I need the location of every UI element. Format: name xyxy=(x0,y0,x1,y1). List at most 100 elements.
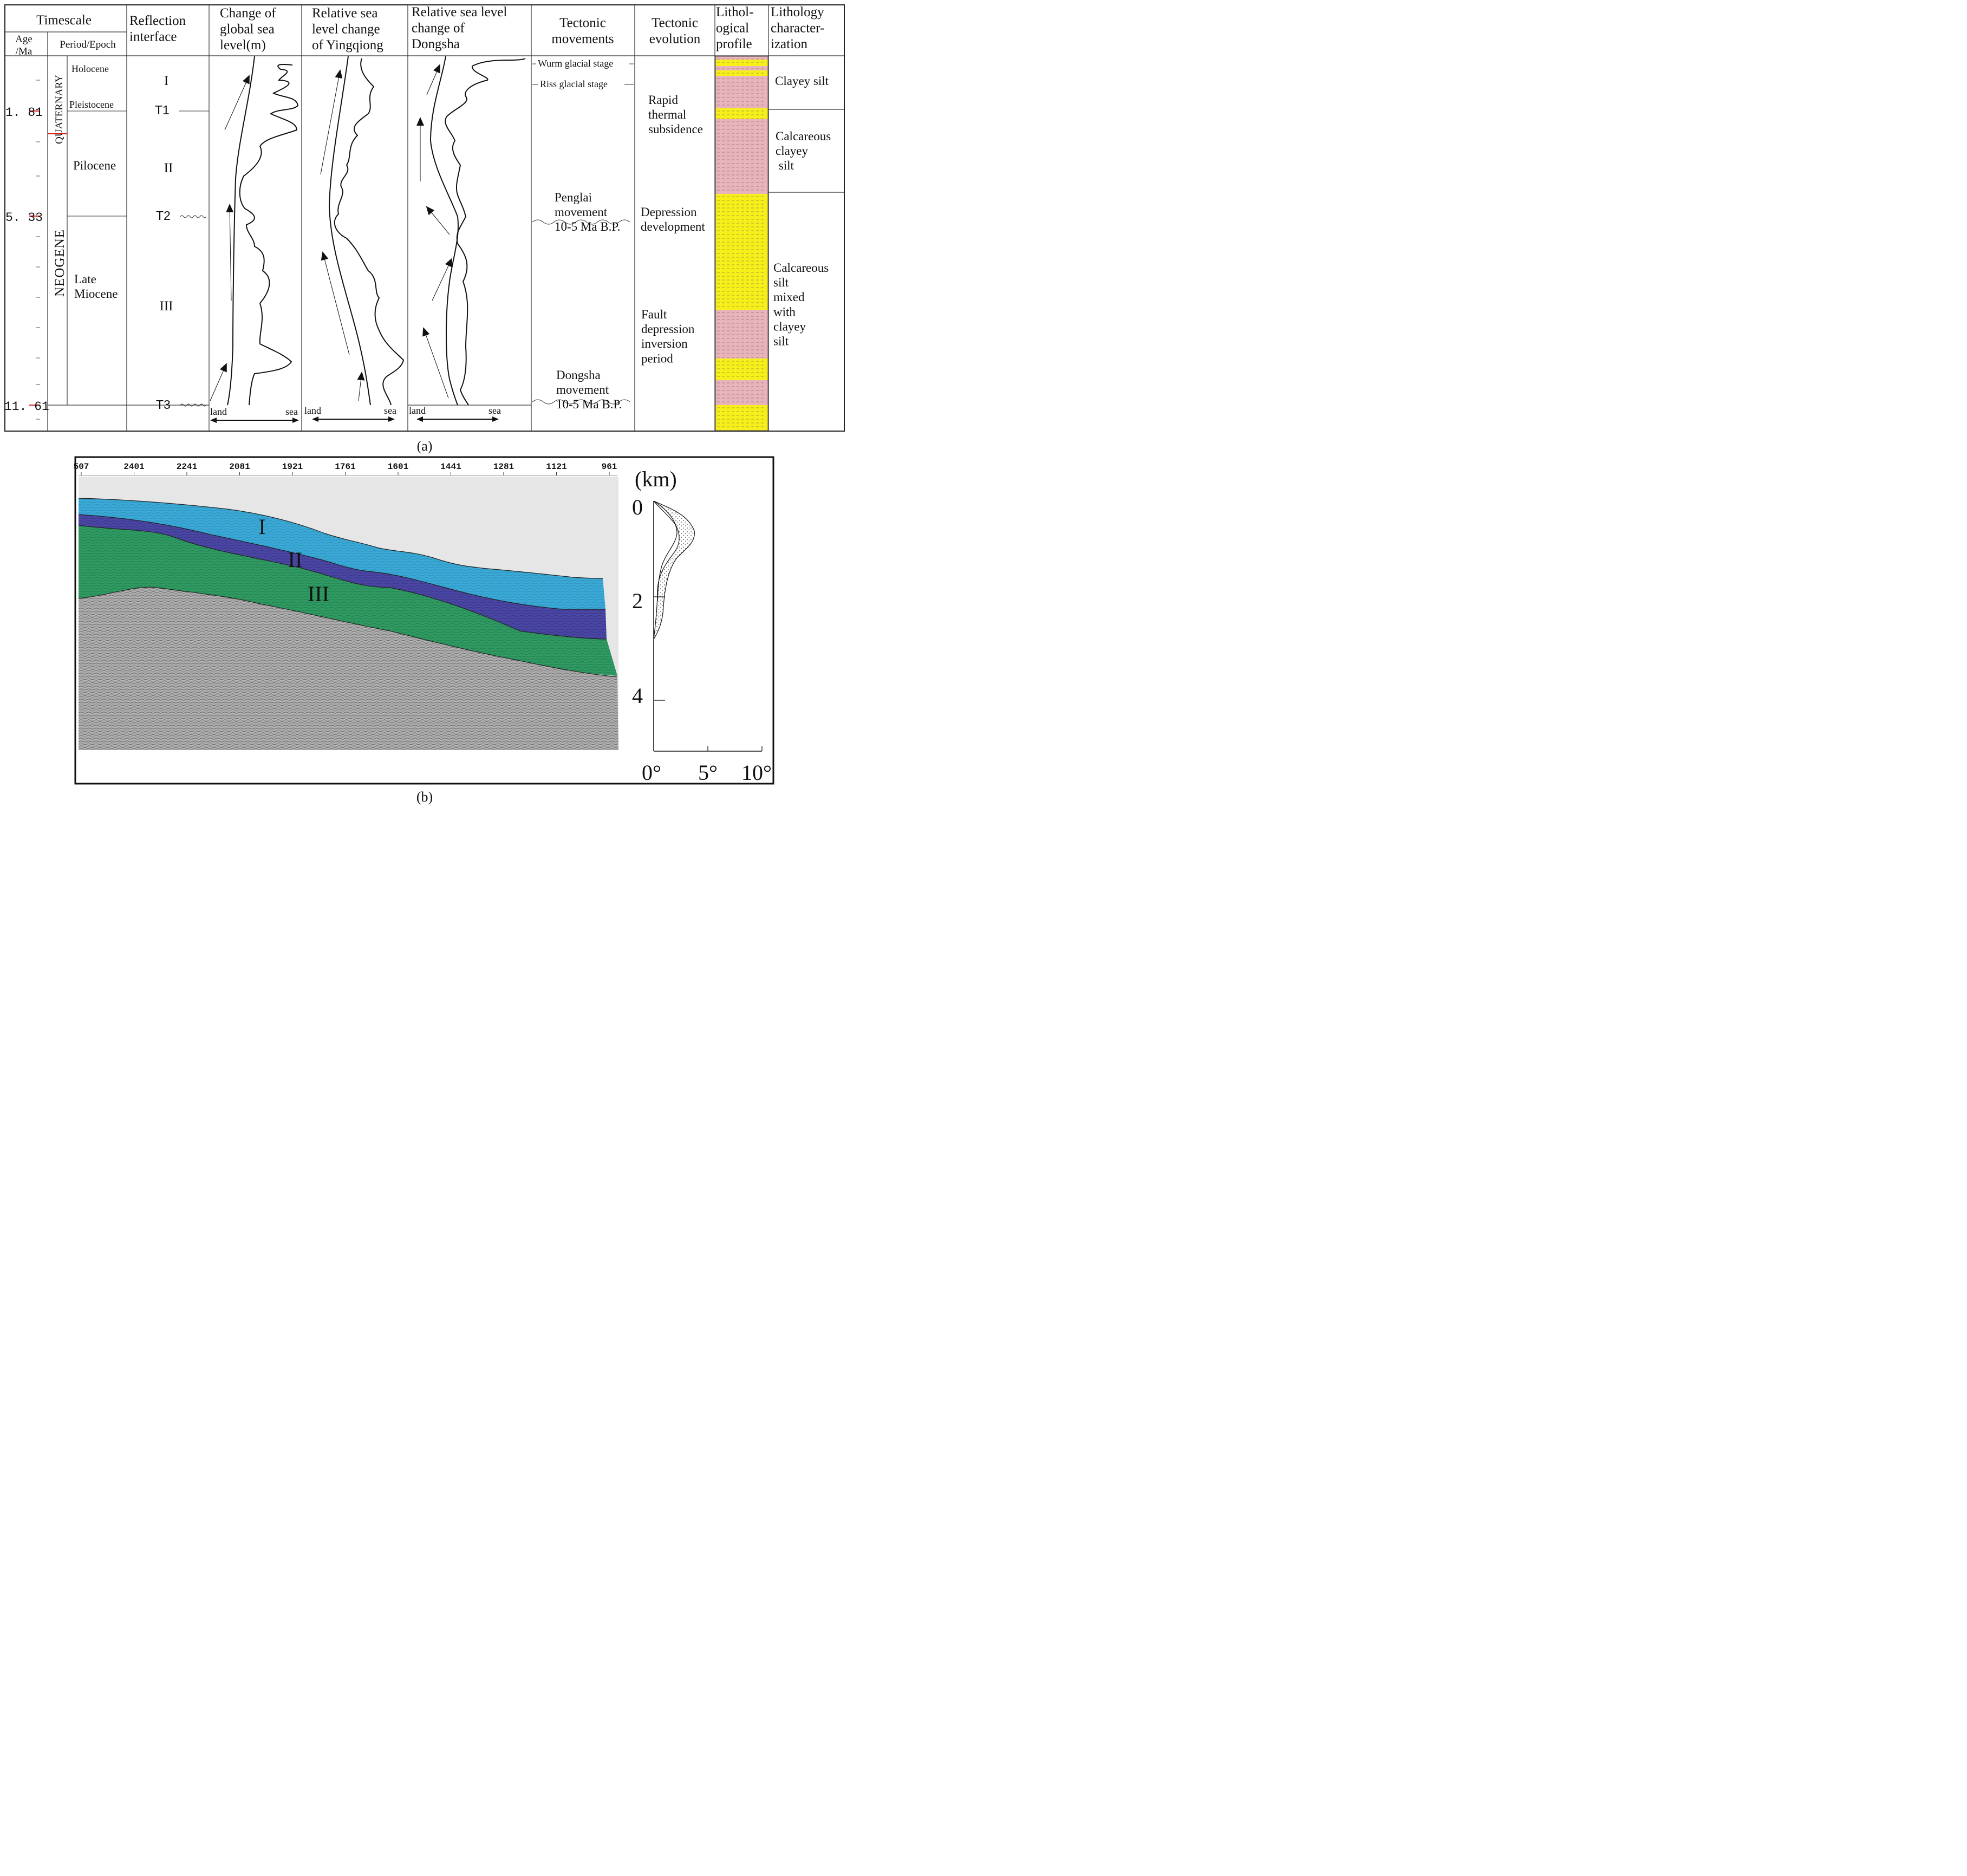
lithology-band-clay xyxy=(715,76,768,108)
age-label: 1. 81 xyxy=(5,106,43,120)
tectonic-movement-item: Dongsha movement 10-5 Ma B.P. xyxy=(556,368,622,411)
reflection-column: I II III T1 T2 T3 xyxy=(155,74,209,412)
lithology-band-clay xyxy=(715,119,768,194)
column-grid xyxy=(5,5,844,431)
dongsha-arrow xyxy=(426,64,440,95)
global-sea-level-curves xyxy=(210,56,299,406)
lithology-band-silt xyxy=(715,359,768,380)
tectonic-movement-item: Wurm glacial stage xyxy=(538,58,613,69)
period-quaternary: QUATERNARY xyxy=(54,75,65,144)
trace-number-label: 1281 xyxy=(493,462,514,472)
sequence-label: I xyxy=(164,74,168,88)
panel-b-caption: (b) xyxy=(416,789,433,805)
lithological-profile-header: Lithol-ogical profile xyxy=(716,5,753,51)
yingqiong-trend-line xyxy=(328,56,371,406)
dip-depth-plot: (km) 0 2 4 0° 5° 10° xyxy=(632,467,772,785)
figure: Timescale Age/Ma Period/Epoch Reflection… xyxy=(4,4,845,805)
panel-a-frame xyxy=(4,4,845,432)
age-axis: 1. 81 5. 33 11. 61 xyxy=(4,80,67,420)
lithology-band-silt xyxy=(715,60,768,66)
interface-label: T2 xyxy=(156,209,171,223)
yingqiong-land-label: land xyxy=(304,405,321,416)
panel-a: Timescale Age/Ma Period/Epoch Reflection… xyxy=(4,4,845,454)
trace-number-label: 1601 xyxy=(388,462,408,472)
tectonic-evolution-item: Rapid thermal subsidence xyxy=(648,93,703,136)
age-label: 11. 61 xyxy=(4,400,49,414)
panel-b: 507 2401 2241 2081 1921 1761 1601 1441 1281 1121 9… xyxy=(74,456,774,805)
lithology-band-silt xyxy=(715,405,768,431)
lithology-band-clay xyxy=(715,56,768,60)
age-header: Age/Ma xyxy=(15,34,32,57)
lithology-item: Clayey silt xyxy=(775,74,829,88)
dongsha-trend-line xyxy=(429,56,459,406)
lithology-band-clay xyxy=(715,66,768,70)
tectonic-movement-item: Riss glacial stage xyxy=(540,79,608,89)
global-sea-label: sea xyxy=(285,406,298,417)
tectonic-evolution-item: Fault depression inversion period xyxy=(641,308,695,365)
panel-a-caption: (a) xyxy=(417,438,433,454)
interface-label: T1 xyxy=(155,103,170,117)
dip-envelope xyxy=(653,500,695,640)
lithology-frame xyxy=(715,56,768,431)
sequence-label: III xyxy=(160,299,173,314)
epoch-pleistocene: Pleistocene xyxy=(69,99,114,110)
age-label: 5. 33 xyxy=(5,211,43,225)
global-arrow xyxy=(226,204,234,301)
trace-number-label: 1921 xyxy=(282,462,303,472)
global-sea-level-curve xyxy=(239,64,299,406)
epoch-holocene: Holocene xyxy=(71,63,109,74)
sequence-label: II xyxy=(164,161,173,175)
yingqiong-arrow xyxy=(320,69,343,175)
dip-tick: 10° xyxy=(741,760,772,785)
trace-number-label: 2241 xyxy=(177,462,197,472)
trace-number-label: 2401 xyxy=(123,462,144,472)
timescale-header: Timescale xyxy=(36,13,92,28)
yingqiong-arrow xyxy=(357,372,365,401)
dongsha-header: Relative sea level change of Dongsha xyxy=(412,5,507,51)
dongsha-sea-level-curve xyxy=(445,58,526,406)
reflection-header: Reflection interface xyxy=(129,14,186,44)
unit-label: II xyxy=(288,548,303,572)
unit-label: III xyxy=(308,582,329,606)
trace-number-label: 1761 xyxy=(335,462,355,472)
period-neogene: NEOGENE xyxy=(53,229,67,297)
yingqiong-sea-label: sea xyxy=(384,405,396,416)
dip-tick: 5° xyxy=(698,760,718,785)
global-land-label: land xyxy=(210,406,227,417)
interface-label: T3 xyxy=(156,398,171,412)
panel-b-frame xyxy=(74,456,774,785)
tectonic-movements: Wurm glacial stage Riss glacial stage Pe… xyxy=(532,57,634,411)
lithology-band-clay xyxy=(715,380,768,405)
tectonic-evolution-header: Tectonic evolution xyxy=(649,16,701,47)
epoch-late-miocene: Late Miocene xyxy=(74,272,118,301)
tectonic-movements-header: Tectonic movements xyxy=(551,16,614,47)
yingqiong-curves xyxy=(320,56,405,406)
global-trend-line xyxy=(227,56,255,406)
dongsha-curves xyxy=(416,56,526,406)
lithology-band-clay xyxy=(715,310,768,317)
dongsha-arrow xyxy=(422,327,449,399)
tectonic-movement-item: Penglai movement 10-5 Ma B.P. xyxy=(555,191,620,233)
period-header: Period/Epoch xyxy=(60,39,116,50)
tectonic-evolution: Rapid thermal subsidence Depression develop… xyxy=(641,93,705,365)
global-arrow xyxy=(210,363,227,401)
land-sea-axes: land sea land sea land sea xyxy=(210,405,501,423)
global-sea-level-header: Change of global sea level(m) xyxy=(220,6,276,53)
dongsha-land-label: land xyxy=(409,405,426,416)
dip-tick: 0° xyxy=(642,760,661,785)
lithological-profile-column xyxy=(715,56,768,431)
tectonic-evolution-item: Depression development xyxy=(641,205,705,233)
seismic-section: I II III xyxy=(78,477,618,750)
trace-number-axis: 507 2401 2241 2081 1921 1761 1601 1441 1281 1121 9… xyxy=(74,462,617,475)
lithology-item: Calcareous silt mixed with clayey silt xyxy=(773,261,829,348)
depth-tick: 0 xyxy=(632,495,643,519)
lithology-item: Calcareous clayey silt xyxy=(776,129,831,172)
trace-number-label: 507 xyxy=(74,462,89,472)
trace-number-label: 1441 xyxy=(440,462,461,472)
lithology-characterization-header: Lithology character-ization xyxy=(771,5,824,51)
lithology-characterization: Clayey silt Calcareous clayey silt Calcar… xyxy=(773,74,831,348)
dip-mean-line xyxy=(653,500,678,602)
dongsha-sea-label: sea xyxy=(489,405,501,416)
trace-number-label: 1121 xyxy=(546,462,566,472)
trace-number-label: 2081 xyxy=(229,462,250,472)
